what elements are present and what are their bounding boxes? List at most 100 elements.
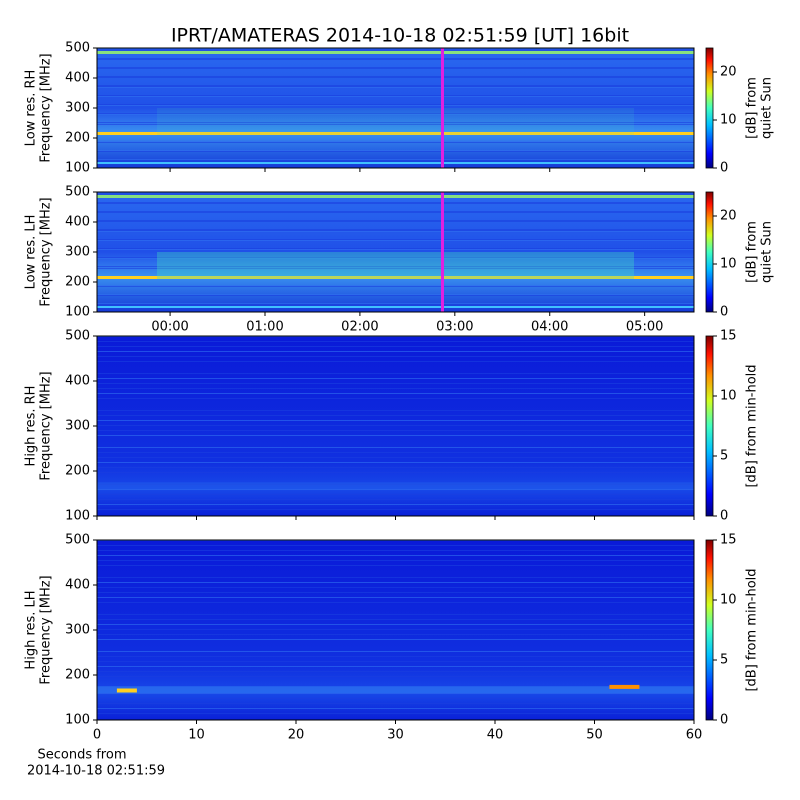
band: [157, 108, 634, 135]
texture: [97, 472, 694, 473]
x-tick-label: 60: [686, 728, 703, 743]
texture: [97, 193, 694, 194]
texture: [97, 257, 694, 258]
y-tick-label: 400: [65, 374, 90, 389]
texture: [97, 361, 694, 362]
texture: [97, 249, 694, 250]
x-tick-label: 03:00: [436, 320, 473, 335]
texture: [97, 398, 694, 399]
texture: [97, 202, 694, 203]
texture: [97, 629, 694, 630]
texture: [97, 499, 694, 500]
texture: [97, 693, 694, 694]
band: [97, 686, 694, 693]
texture: [97, 150, 694, 151]
texture: [97, 286, 694, 287]
y-tick-label: 500: [65, 533, 90, 548]
texture: [97, 159, 694, 160]
x-tick-label: 01:00: [246, 320, 283, 335]
texture: [97, 76, 694, 77]
texture: [97, 221, 694, 222]
colorbar-tick-label: 0: [720, 713, 728, 728]
x-label: Seconds from: [37, 748, 126, 763]
texture: [97, 708, 694, 709]
colorbar-label: [dB] from min-hold: [745, 568, 760, 691]
band: [97, 482, 694, 489]
x-tick-label: 00:00: [151, 320, 188, 335]
y-tick-label: 400: [65, 578, 90, 593]
band: [157, 252, 634, 279]
y-label: Frequency [MHz]: [39, 53, 54, 162]
texture: [97, 305, 694, 306]
texture: [97, 447, 694, 448]
band: [97, 306, 694, 308]
texture: [97, 373, 694, 374]
colorbar-tick-label: 15: [720, 329, 737, 344]
texture: [97, 85, 694, 86]
texture: [97, 671, 694, 672]
texture: [97, 467, 694, 468]
colorbar-label: quiet Sun: [760, 77, 775, 139]
texture: [97, 268, 694, 269]
texture: [97, 105, 694, 106]
texture: [97, 211, 694, 212]
y-label: Low res. RH: [24, 70, 39, 147]
x-tick-label: 10: [188, 728, 205, 743]
texture: [97, 582, 694, 583]
texture: [97, 294, 694, 295]
x-tick-label: 50: [586, 728, 603, 743]
x-tick-label: 40: [487, 728, 504, 743]
texture: [97, 304, 694, 305]
y-label: Low res. LH: [24, 215, 39, 290]
texture: [97, 58, 694, 59]
y-tick-label: 500: [65, 41, 90, 56]
y-tick-label: 400: [65, 71, 90, 86]
colorbar-label: quiet Sun: [760, 221, 775, 283]
texture: [97, 462, 694, 463]
texture: [97, 661, 694, 662]
y-tick-label: 100: [65, 305, 90, 320]
texture: [97, 212, 694, 213]
title: IPRT/AMATERAS 2014-10-18 02:51:59 [UT] 1…: [171, 25, 629, 47]
colorbar: [705, 539, 714, 721]
x-label: 2014-10-18 02:51:59: [27, 764, 165, 779]
texture: [97, 114, 694, 115]
texture: [97, 383, 694, 384]
band: [97, 195, 694, 198]
texture: [97, 86, 694, 87]
texture: [97, 634, 694, 635]
texture: [97, 457, 694, 458]
texture: [97, 346, 694, 347]
texture: [97, 435, 694, 436]
texture: [97, 229, 694, 230]
colorbar-label: [dB] from: [745, 221, 760, 283]
texture: [97, 489, 694, 490]
texture: [97, 577, 694, 578]
burst: [609, 684, 640, 689]
colorbar-tick-label: 20: [720, 209, 737, 224]
texture: [97, 231, 694, 232]
colorbar-tick-label: 5: [720, 653, 728, 668]
texture: [97, 656, 694, 657]
colorbar-tick-label: 10: [720, 113, 737, 128]
texture: [97, 142, 694, 143]
texture: [97, 592, 694, 593]
texture: [97, 240, 694, 241]
texture: [97, 602, 694, 603]
texture: [97, 77, 694, 78]
y-tick-label: 100: [65, 713, 90, 728]
texture: [97, 49, 694, 50]
texture: [97, 160, 694, 161]
texture: [97, 560, 694, 561]
texture: [97, 356, 694, 357]
y-tick-label: 300: [65, 245, 90, 260]
texture: [97, 203, 694, 204]
texture: [97, 266, 694, 267]
texture: [97, 194, 694, 195]
band: [97, 51, 694, 54]
texture: [97, 565, 694, 566]
texture: [97, 67, 694, 68]
texture: [97, 698, 694, 699]
y-tick-label: 200: [65, 131, 90, 146]
